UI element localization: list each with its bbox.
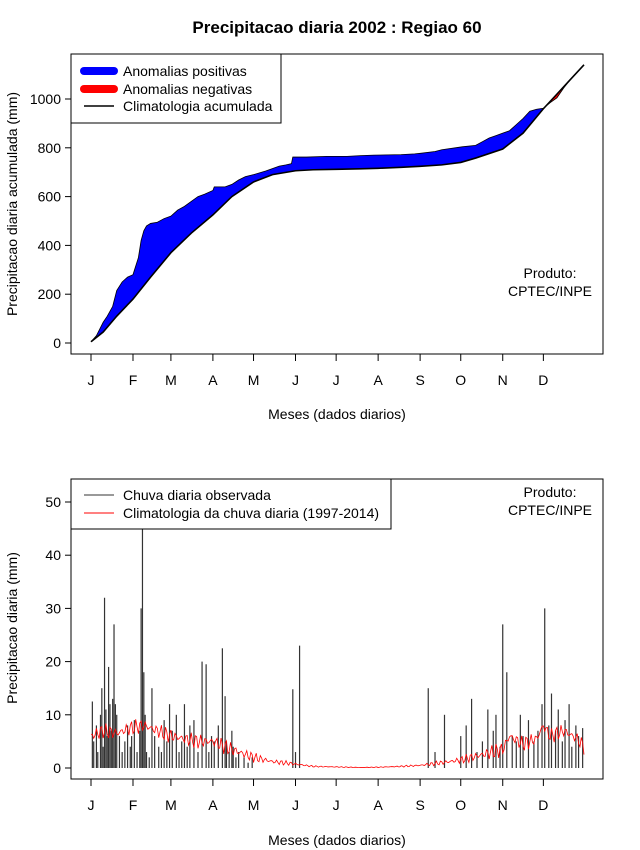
chart1-product-label: Produto: <box>524 265 577 281</box>
chart1-xtick-label-2: M <box>165 372 177 388</box>
chart2-ytick-label-30: 30 <box>45 600 61 616</box>
chart2-xtick-label-5: J <box>292 797 299 813</box>
chart1-ytick-label-0: 0 <box>53 335 61 351</box>
climatology-accumulated-line <box>90 64 585 343</box>
chart2-ylabel: Precipitacao diaria (mm) <box>4 552 20 704</box>
legend-positive-label: Anomalias positivas <box>123 63 247 79</box>
chart1-xtick-label-10: N <box>498 372 508 388</box>
chart1-xtick-label-7: A <box>373 372 383 388</box>
chart2-climatology-line <box>90 719 585 769</box>
chart1-ytick-label-800: 800 <box>38 140 62 156</box>
chart2-ytick-label-40: 40 <box>45 547 61 563</box>
chart1-legend: Anomalias positivas Anomalias negativas … <box>70 53 282 124</box>
chart2-xtick-label-8: S <box>415 797 424 813</box>
observed-accumulated-line <box>90 64 585 343</box>
legend-climatology-label: Climatologia acumulada <box>123 98 273 114</box>
chart1-xtick-label-4: M <box>248 372 260 388</box>
chart1-ytick-label-400: 400 <box>38 237 62 253</box>
chart1-lines <box>90 64 585 343</box>
chart2-y-axis: 0 10 20 30 40 50 <box>45 494 71 776</box>
legend-daily-clim-label: Climatologia da chuva diaria (1997-2014) <box>123 505 379 521</box>
chart1-ylabel: Precipitacao diaria acumulada (mm) <box>4 92 20 316</box>
chart2-xtick-label-0: J <box>88 797 95 813</box>
chart1-xtick-label-8: S <box>415 372 424 388</box>
chart1-ytick-label-1000: 1000 <box>30 91 61 107</box>
chart1-xtick-label-9: O <box>455 372 466 388</box>
daily-climatology-line <box>90 719 585 769</box>
chart2-ytick-label-50: 50 <box>45 494 61 510</box>
chart1-xlabel: Meses (dados diarios) <box>268 406 406 422</box>
chart2-xlabel: Meses (dados diarios) <box>268 832 406 848</box>
chart2-ytick-label-20: 20 <box>45 654 61 670</box>
chart2-xtick-label-1: F <box>129 797 138 813</box>
chart1-plot: 0 200 400 600 800 1000 J F M A M J J A S O N D Precipita… <box>4 53 604 422</box>
chart2-xtick-label-2: M <box>165 797 177 813</box>
chart2-xtick-label-6: J <box>333 797 340 813</box>
chart2-ytick-label-0: 0 <box>53 760 61 776</box>
chart2-ytick-label-10: 10 <box>45 707 61 723</box>
chart2-legend-box <box>70 478 392 530</box>
chart1-xtick-label-1: F <box>129 372 138 388</box>
chart1-frame <box>70 53 604 355</box>
chart1-title: Precipitacao diaria 2002 : Regiao 60 <box>192 18 481 37</box>
chart1-xtick-label-11: D <box>538 372 548 388</box>
chart2-xtick-label-7: A <box>373 797 383 813</box>
chart2-legend: Chuva diaria observada Climatologia da c… <box>70 478 392 530</box>
chart1-product-source: CPTEC/INPE <box>508 283 592 299</box>
chart1-y-axis: 0 200 400 600 800 1000 <box>30 91 71 351</box>
chart2-xtick-label-4: M <box>248 797 260 813</box>
legend-negative-label: Anomalias negativas <box>123 81 252 97</box>
chart2-xtick-label-9: O <box>455 797 466 813</box>
chart1-ytick-label-200: 200 <box>38 286 62 302</box>
positive-anomaly-area-0 <box>91 107 545 342</box>
chart2-xtick-label-11: D <box>538 797 548 813</box>
chart2-xtick-label-3: A <box>208 797 218 813</box>
chart2-plot: 0 10 20 30 40 50 J F M A M J J A S O N D Precipitacao di… <box>4 478 604 848</box>
chart2-xtick-label-10: N <box>498 797 508 813</box>
chart1-ytick-label-600: 600 <box>38 189 62 205</box>
chart1-xtick-label-6: J <box>333 372 340 388</box>
chart1-xtick-label-3: A <box>208 372 218 388</box>
chart2-daily-bars <box>91 528 584 768</box>
chart2-product-source: CPTEC/INPE <box>508 502 592 518</box>
chart1-xtick-label-5: J <box>292 372 299 388</box>
chart2-product-label: Produto: <box>524 484 577 500</box>
chart1-xtick-label-0: J <box>88 372 95 388</box>
legend-observed-label: Chuva diaria observada <box>123 487 271 503</box>
